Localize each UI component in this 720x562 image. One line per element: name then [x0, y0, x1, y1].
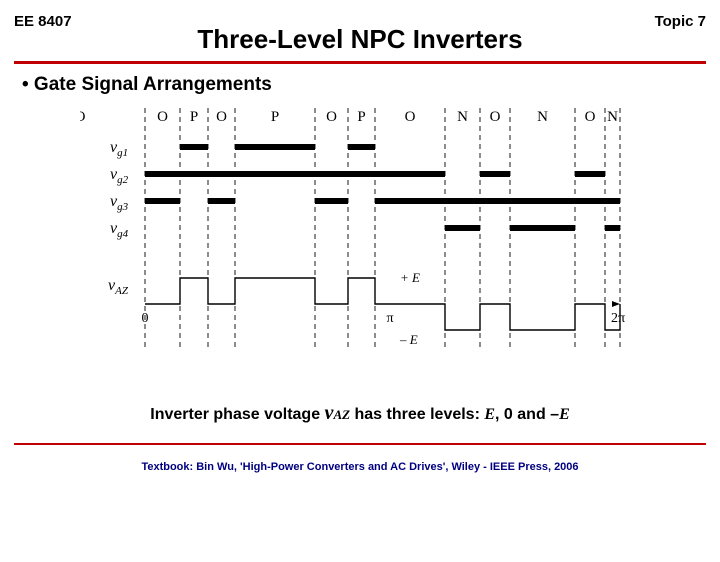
- course-code: EE 8407: [14, 13, 72, 30]
- svg-text:O: O: [157, 109, 168, 125]
- svg-text:O: O: [326, 109, 337, 125]
- caption-vaz-sub: AZ: [333, 407, 350, 422]
- svg-text:vg1: vg1: [110, 139, 128, 159]
- svg-text:O: O: [80, 109, 86, 125]
- svg-text:+ E: + E: [400, 270, 420, 285]
- svg-text:N: N: [607, 109, 618, 125]
- svg-text:π: π: [386, 311, 393, 326]
- caption: Inverter phase voltage vAZ has three lev…: [0, 402, 720, 425]
- timing-diagram: OPOPOPONONONOvg1vg2vg3vg4vAZ+ E– E0π2π: [0, 104, 720, 384]
- svg-text:O: O: [585, 109, 596, 125]
- svg-text:N: N: [537, 109, 548, 125]
- caption-p1: Inverter phase voltage: [150, 406, 324, 423]
- caption-comma: , 0 and –: [495, 406, 559, 423]
- svg-text:0: 0: [142, 311, 149, 326]
- footer-text: Textbook: Bin Wu, 'High-Power Converters…: [0, 461, 720, 473]
- topic-label: Topic 7: [655, 13, 706, 30]
- caption-lvl1: E: [484, 406, 495, 423]
- caption-p2: has three levels:: [350, 406, 484, 423]
- svg-text:vAZ: vAZ: [108, 277, 129, 297]
- caption-lvl2: E: [559, 406, 570, 423]
- svg-text:vg3: vg3: [110, 193, 129, 213]
- section-heading: • Gate Signal Arrangements: [0, 64, 720, 104]
- svg-text:O: O: [490, 109, 501, 125]
- svg-text:P: P: [190, 109, 198, 125]
- svg-text:N: N: [457, 109, 468, 125]
- svg-text:– E: – E: [399, 332, 418, 347]
- svg-text:P: P: [271, 109, 279, 125]
- svg-text:O: O: [216, 109, 227, 125]
- svg-text:vg4: vg4: [110, 220, 129, 240]
- page-title: Three-Level NPC Inverters: [0, 24, 720, 55]
- svg-text:O: O: [405, 109, 416, 125]
- svg-text:vg2: vg2: [110, 166, 129, 186]
- svg-text:P: P: [357, 109, 365, 125]
- svg-text:2π: 2π: [611, 311, 625, 326]
- footer-divider: [14, 443, 706, 445]
